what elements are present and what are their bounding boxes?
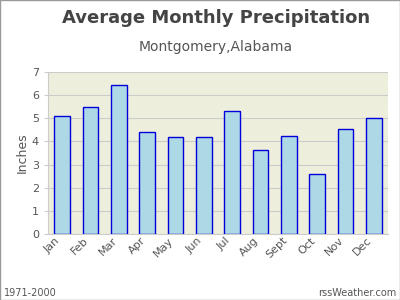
Bar: [56, 117, 71, 235]
Text: rssWeather.com: rssWeather.com: [318, 289, 396, 298]
Bar: [281, 136, 297, 234]
Bar: [310, 175, 326, 235]
Bar: [84, 108, 100, 235]
Bar: [168, 137, 183, 234]
Bar: [111, 85, 127, 234]
Bar: [253, 149, 268, 234]
Bar: [169, 138, 184, 235]
Bar: [54, 116, 70, 234]
Bar: [309, 174, 325, 234]
Text: 1971-2000: 1971-2000: [4, 289, 57, 298]
Bar: [282, 136, 298, 235]
Bar: [112, 86, 128, 235]
Bar: [338, 129, 353, 234]
Bar: [139, 132, 155, 234]
Bar: [196, 137, 212, 234]
Text: Montgomery,Alabama: Montgomery,Alabama: [139, 40, 293, 55]
Bar: [224, 111, 240, 234]
Text: Average Monthly Precipitation: Average Monthly Precipitation: [62, 9, 370, 27]
Bar: [254, 151, 270, 235]
Bar: [367, 119, 383, 235]
Bar: [339, 130, 354, 235]
Bar: [83, 107, 98, 234]
Bar: [197, 138, 213, 235]
Bar: [140, 133, 156, 235]
Bar: [366, 118, 382, 234]
Bar: [226, 112, 241, 235]
Y-axis label: Inches: Inches: [16, 133, 29, 173]
